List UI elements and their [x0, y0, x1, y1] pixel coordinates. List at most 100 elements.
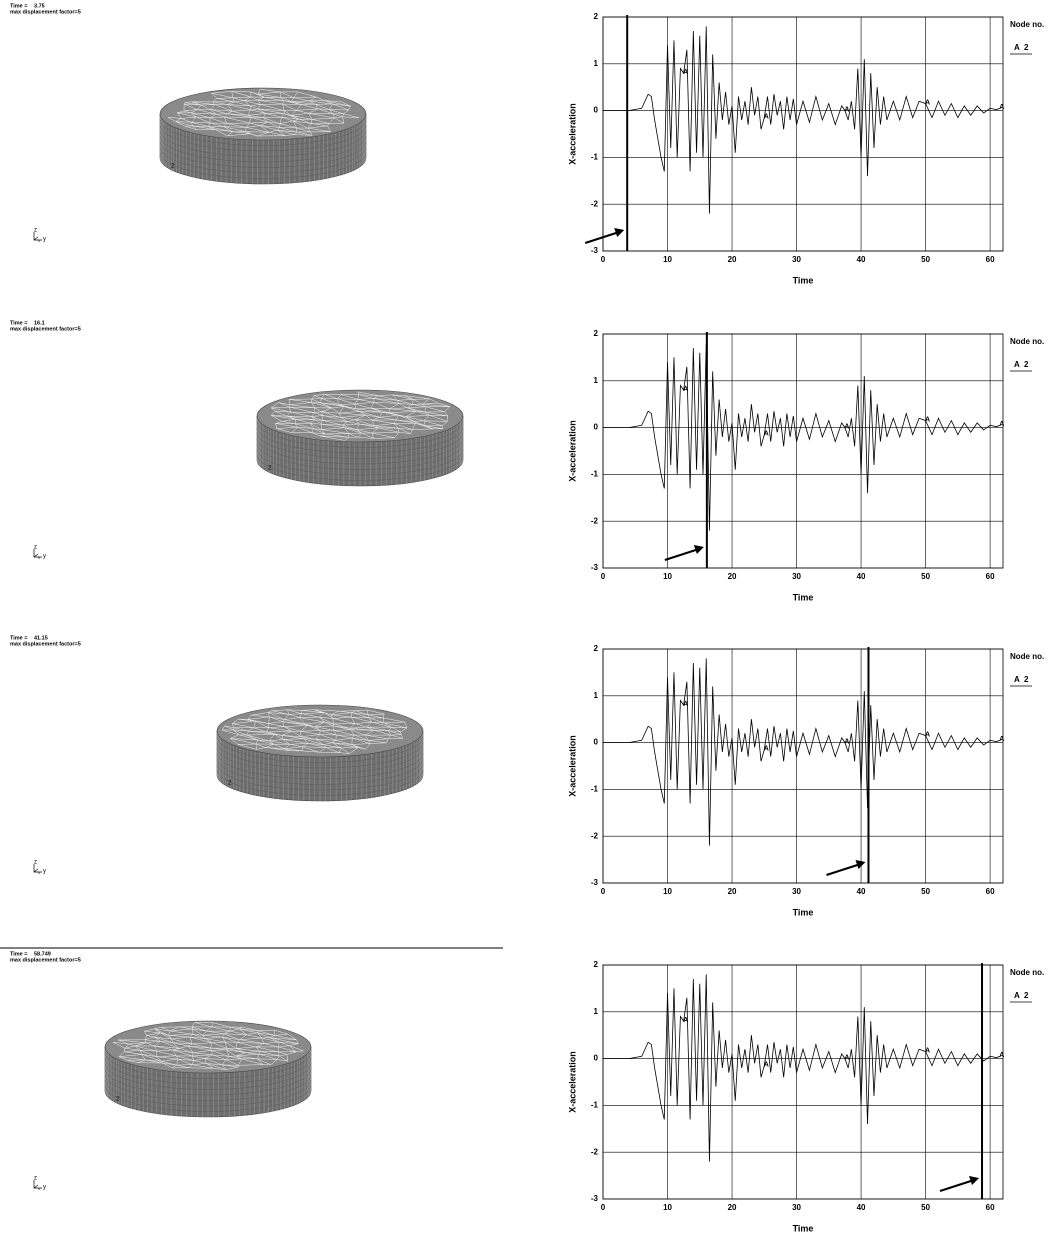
- arrow-shaft: [940, 1180, 974, 1191]
- plot-frame: [603, 17, 1003, 251]
- figure: Time =3.75max displacement factor=52zyxT…: [0, 0, 1053, 1236]
- triad-label: y: [43, 1185, 46, 1191]
- triad-label: y: [43, 554, 46, 560]
- point-marker: A: [925, 99, 930, 106]
- point-marker: A: [844, 738, 849, 745]
- x-tick-label: 30: [792, 887, 801, 896]
- x-tick-label: 60: [986, 572, 995, 581]
- x-tick-label: 10: [663, 572, 672, 581]
- x-tick-label: 10: [663, 887, 672, 896]
- x-tick-label: 0: [601, 887, 606, 896]
- legend-label: 2: [1024, 991, 1029, 1000]
- x-tick-label: 60: [986, 887, 995, 896]
- x-tick-label: 20: [728, 1203, 737, 1212]
- point-marker: A: [764, 113, 769, 120]
- x-tick-label: 50: [921, 255, 930, 264]
- x-tick-label: 30: [792, 255, 801, 264]
- x-tick-label: 20: [728, 255, 737, 264]
- plot-frame: [603, 334, 1003, 568]
- x-axis-title: Time: [793, 1223, 814, 1233]
- triad-label: z: [34, 545, 37, 551]
- x-tick-label: 0: [601, 1203, 606, 1212]
- view-subtitle: max displacement factor=5: [10, 641, 81, 647]
- point-marker: A: [925, 1047, 930, 1054]
- data-line: [603, 26, 1000, 213]
- data-line: [603, 974, 1000, 1161]
- triad-label: x: [38, 1186, 40, 1191]
- x-tick-label: 40: [857, 1203, 866, 1212]
- y-tick-label: 0: [594, 423, 599, 432]
- x-axis-title: Time: [793, 592, 814, 602]
- legend-title: Node no.: [1010, 20, 1044, 29]
- y-tick-label: 0: [594, 738, 599, 747]
- legend-title: Node no.: [1010, 968, 1044, 977]
- arrow-head: [614, 228, 624, 237]
- x-tick-label: 10: [663, 1203, 672, 1212]
- view-subtitle: max displacement factor=5: [10, 326, 81, 332]
- x-tick-label: 10: [663, 255, 672, 264]
- x-tick-label: 60: [986, 255, 995, 264]
- legend-marker: A: [1014, 43, 1020, 52]
- x-tick-label: 40: [857, 572, 866, 581]
- y-tick-label: -1: [591, 470, 599, 479]
- y-axis-title: X-acceleration: [567, 735, 577, 797]
- point-marker: A: [999, 1052, 1004, 1059]
- y-tick-label: 1: [594, 691, 599, 700]
- legend-label: 2: [1024, 675, 1029, 684]
- view-subtitle: max displacement factor=5: [10, 957, 81, 963]
- triad-label: y: [43, 237, 46, 243]
- y-axis-title: X-acceleration: [567, 1051, 577, 1113]
- y-tick-label: 2: [594, 12, 599, 21]
- y-tick-label: -2: [591, 831, 599, 840]
- x-tick-label: 20: [728, 887, 737, 896]
- triad-label: x: [38, 238, 40, 243]
- y-tick-label: -1: [591, 1101, 599, 1110]
- y-tick-label: -3: [591, 878, 599, 887]
- y-tick-label: 1: [594, 376, 599, 385]
- y-tick-label: 2: [594, 329, 599, 338]
- legend-label: 2: [1024, 360, 1029, 369]
- point-marker: A: [683, 69, 688, 76]
- triad-label: z: [34, 1176, 37, 1182]
- y-tick-label: -1: [591, 153, 599, 162]
- triad-label: x: [38, 870, 40, 875]
- legend-title: Node no.: [1010, 652, 1044, 661]
- x-tick-label: 30: [792, 1203, 801, 1212]
- arrow-shaft: [665, 549, 699, 560]
- point-marker: A: [844, 1054, 849, 1061]
- point-marker: A: [764, 745, 769, 752]
- legend-marker: A: [1014, 360, 1020, 369]
- legend-marker: A: [1014, 675, 1020, 684]
- legend-marker: A: [1014, 991, 1020, 1000]
- x-tick-label: 20: [728, 572, 737, 581]
- x-tick-label: 0: [601, 572, 606, 581]
- y-tick-label: -2: [591, 199, 599, 208]
- point-marker: A: [925, 416, 930, 423]
- legend-title: Node no.: [1010, 337, 1044, 346]
- data-line: [603, 658, 1000, 845]
- triad-label: z: [34, 860, 37, 866]
- y-tick-label: 1: [594, 1007, 599, 1016]
- arrow-head: [969, 1176, 979, 1185]
- x-tick-label: 30: [792, 572, 801, 581]
- legend-label: 2: [1024, 43, 1029, 52]
- x-axis-title: Time: [793, 907, 814, 917]
- x-tick-label: 50: [921, 1203, 930, 1212]
- point-marker: A: [683, 1017, 688, 1024]
- arrow-head: [855, 860, 865, 869]
- x-tick-label: 40: [857, 255, 866, 264]
- x-tick-label: 0: [601, 255, 606, 264]
- y-tick-label: -3: [591, 1194, 599, 1203]
- arrow-shaft: [826, 864, 860, 875]
- point-marker: A: [683, 386, 688, 393]
- point-marker: A: [764, 1061, 769, 1068]
- point-marker: A: [999, 421, 1004, 428]
- view-subtitle: max displacement factor=5: [10, 9, 81, 15]
- y-tick-label: -3: [591, 246, 599, 255]
- arrow-head: [694, 545, 704, 554]
- y-tick-label: 1: [594, 59, 599, 68]
- y-axis-title: X-acceleration: [567, 103, 577, 165]
- y-tick-label: 0: [594, 1054, 599, 1063]
- y-tick-label: 0: [594, 106, 599, 115]
- triad-label: z: [34, 228, 37, 234]
